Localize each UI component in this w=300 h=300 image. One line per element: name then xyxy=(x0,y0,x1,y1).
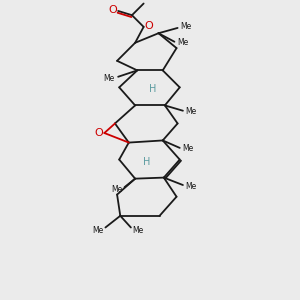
Text: Me: Me xyxy=(177,38,188,47)
Text: O: O xyxy=(144,21,153,31)
Text: Me: Me xyxy=(103,74,114,83)
Text: O: O xyxy=(94,128,103,138)
Text: Me: Me xyxy=(180,22,191,32)
Text: Me: Me xyxy=(111,185,122,194)
Text: Me: Me xyxy=(133,226,144,235)
Text: Me: Me xyxy=(185,182,197,190)
Text: Me: Me xyxy=(92,226,104,235)
Text: H: H xyxy=(149,85,157,94)
Text: O: O xyxy=(109,5,117,15)
Text: Me: Me xyxy=(185,107,197,116)
Text: H: H xyxy=(143,157,151,167)
Text: Me: Me xyxy=(182,144,194,153)
